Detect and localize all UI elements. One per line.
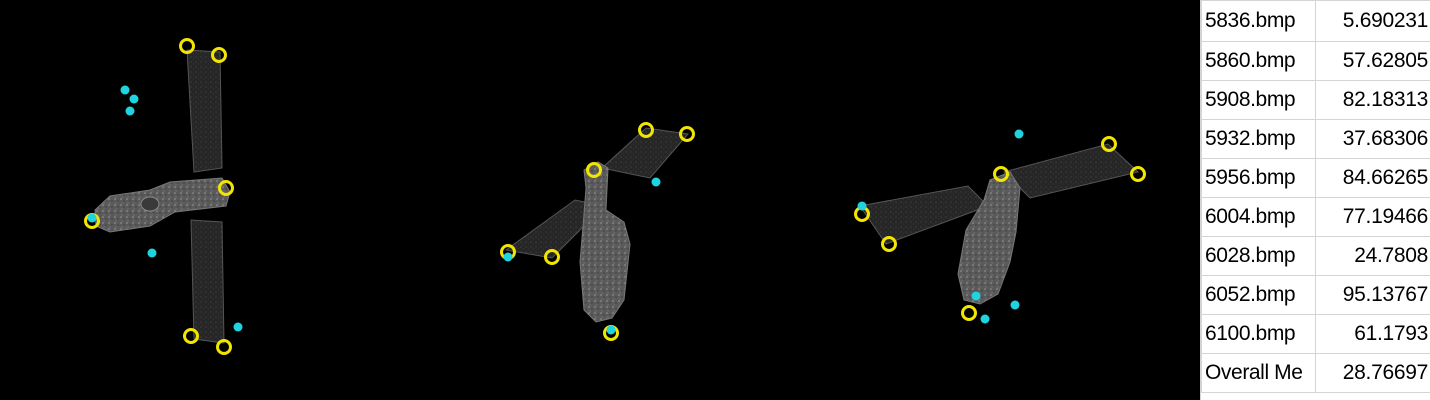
cell-error-value[interactable]: 61.1793 (1315, 314, 1430, 354)
table-row[interactable]: 6028.bmp 24.7808 (1201, 236, 1430, 276)
cell-error-value[interactable]: 84.66265 (1315, 158, 1430, 198)
cell-error-value[interactable]: 77.19466 (1315, 197, 1430, 237)
keypoint-ground-truth (1101, 136, 1117, 152)
cell-filename[interactable]: 5836.bmp (1201, 0, 1316, 42)
cell-filename[interactable]: Overall Me (1201, 353, 1316, 393)
keypoint-prediction (606, 325, 616, 335)
keypoint-prediction (503, 252, 513, 262)
cell-filename[interactable]: 6004.bmp (1201, 197, 1316, 237)
table-row[interactable]: 5860.bmp 57.62805 (1201, 41, 1430, 81)
keypoint-prediction (120, 85, 130, 95)
keypoint-ground-truth (586, 162, 602, 178)
cell-error-value[interactable]: 57.62805 (1315, 41, 1430, 81)
cell-filename[interactable]: 5860.bmp (1201, 41, 1316, 81)
satellite-view-3 (859, 143, 1140, 305)
table-row[interactable]: 5932.bmp 37.68306 (1201, 119, 1430, 159)
keypoint-ground-truth (183, 328, 199, 344)
cell-filename[interactable]: 5908.bmp (1201, 80, 1316, 120)
render-viewport (84, 38, 1146, 355)
satellite-body (94, 177, 231, 233)
keypoint-prediction (125, 106, 135, 116)
table-row[interactable]: 6100.bmp 61.1793 (1201, 314, 1430, 354)
cell-filename[interactable]: 6028.bmp (1201, 236, 1316, 276)
keypoint-prediction (1014, 129, 1024, 139)
keypoint-ground-truth (961, 305, 977, 321)
cell-filename[interactable]: 6052.bmp (1201, 275, 1316, 315)
satellite-view-1 (94, 49, 231, 344)
satellite-body (579, 161, 631, 323)
keypoint-prediction (1010, 300, 1020, 310)
keypoint-ground-truth (544, 249, 560, 265)
table-row[interactable]: 5956.bmp 84.66265 (1201, 158, 1430, 198)
keypoint-prediction (147, 248, 157, 258)
cell-error-value[interactable]: 95.13767 (1315, 275, 1430, 315)
keypoint-ground-truth (1130, 166, 1146, 182)
keypoint-ground-truth (218, 180, 234, 196)
solar-panel-upper (600, 127, 689, 179)
keypoint-ground-truth (638, 122, 654, 138)
results-spreadsheet: 5836.bmp 5.690231 5860.bmp 57.62805 5908.bmp… (1200, 0, 1430, 400)
solar-panel-upper (186, 49, 223, 173)
keypoint-prediction (971, 291, 981, 301)
cell-error-value[interactable]: 82.18313 (1315, 80, 1430, 120)
cell-error-value[interactable]: 37.68306 (1315, 119, 1430, 159)
table-row[interactable]: Overall Me 28.76697 (1201, 353, 1430, 393)
cell-filename[interactable]: 5956.bmp (1201, 158, 1316, 198)
keypoint-ground-truth (993, 166, 1009, 182)
keypoint-ground-truth (881, 236, 897, 252)
keypoint-prediction (129, 94, 139, 104)
cell-filename[interactable]: 5932.bmp (1201, 119, 1316, 159)
keypoint-ground-truth (179, 38, 195, 54)
cell-error-value[interactable]: 5.690231 (1315, 0, 1430, 42)
results-table: 5836.bmp 5.690231 5860.bmp 57.62805 5908.bmp… (1201, 0, 1430, 393)
satellite-body (957, 171, 1021, 305)
docking-port (140, 196, 160, 212)
table-row[interactable]: 5836.bmp 5.690231 (1201, 0, 1430, 42)
cell-error-value[interactable]: 28.76697 (1315, 353, 1430, 393)
satellite-view-2 (504, 127, 689, 323)
solar-panel-right (1003, 143, 1140, 199)
keypoint-prediction (233, 322, 243, 332)
table-row[interactable]: 6052.bmp 95.13767 (1201, 275, 1430, 315)
solar-panel-lower (190, 219, 225, 344)
keypoint-ground-truth (679, 126, 695, 142)
table-row[interactable]: 5908.bmp 82.18313 (1201, 80, 1430, 120)
keypoint-ground-truth (211, 47, 227, 63)
table-row[interactable]: 6004.bmp 77.19466 (1201, 197, 1430, 237)
keypoint-prediction (857, 201, 867, 211)
keypoint-prediction (980, 314, 990, 324)
keypoint-prediction (651, 177, 661, 187)
keypoint-prediction (87, 213, 97, 223)
cell-error-value[interactable]: 24.7808 (1315, 236, 1430, 276)
cell-filename[interactable]: 6100.bmp (1201, 314, 1316, 354)
predicted-keypoints (87, 85, 1024, 335)
satellite-renders (84, 38, 1146, 355)
keypoint-ground-truth (216, 339, 232, 355)
